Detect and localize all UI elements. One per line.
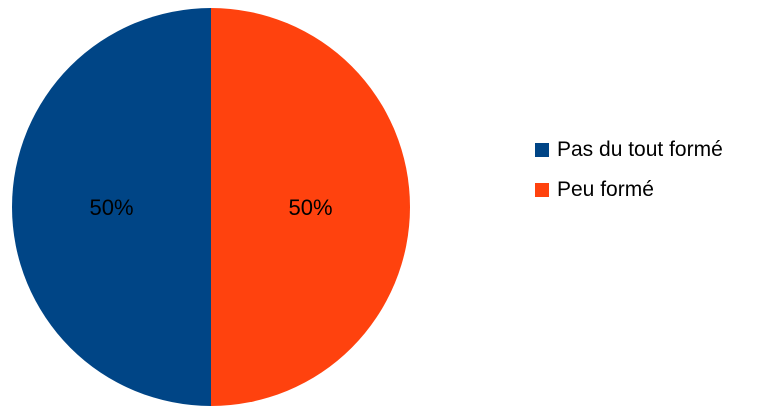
pie-slice-labels: 50% 50% [89, 195, 332, 220]
pie-slice-1 [12, 8, 211, 406]
legend-swatch-2 [535, 183, 549, 197]
pie-slices [12, 8, 410, 406]
legend-swatch-1 [535, 143, 549, 157]
legend-label-2: Peu formé [557, 178, 654, 201]
legend-item-1: Pas du tout formé [535, 130, 723, 170]
legend-label-1: Pas du tout formé [557, 138, 723, 161]
legend-item-2: Peu formé [535, 170, 723, 210]
pie-slice-2 [211, 8, 410, 406]
chart-legend: Pas du tout formé Peu formé [535, 130, 723, 210]
pie-slice-label-1: 50% [89, 195, 133, 220]
pie-slice-label-2: 50% [288, 195, 332, 220]
